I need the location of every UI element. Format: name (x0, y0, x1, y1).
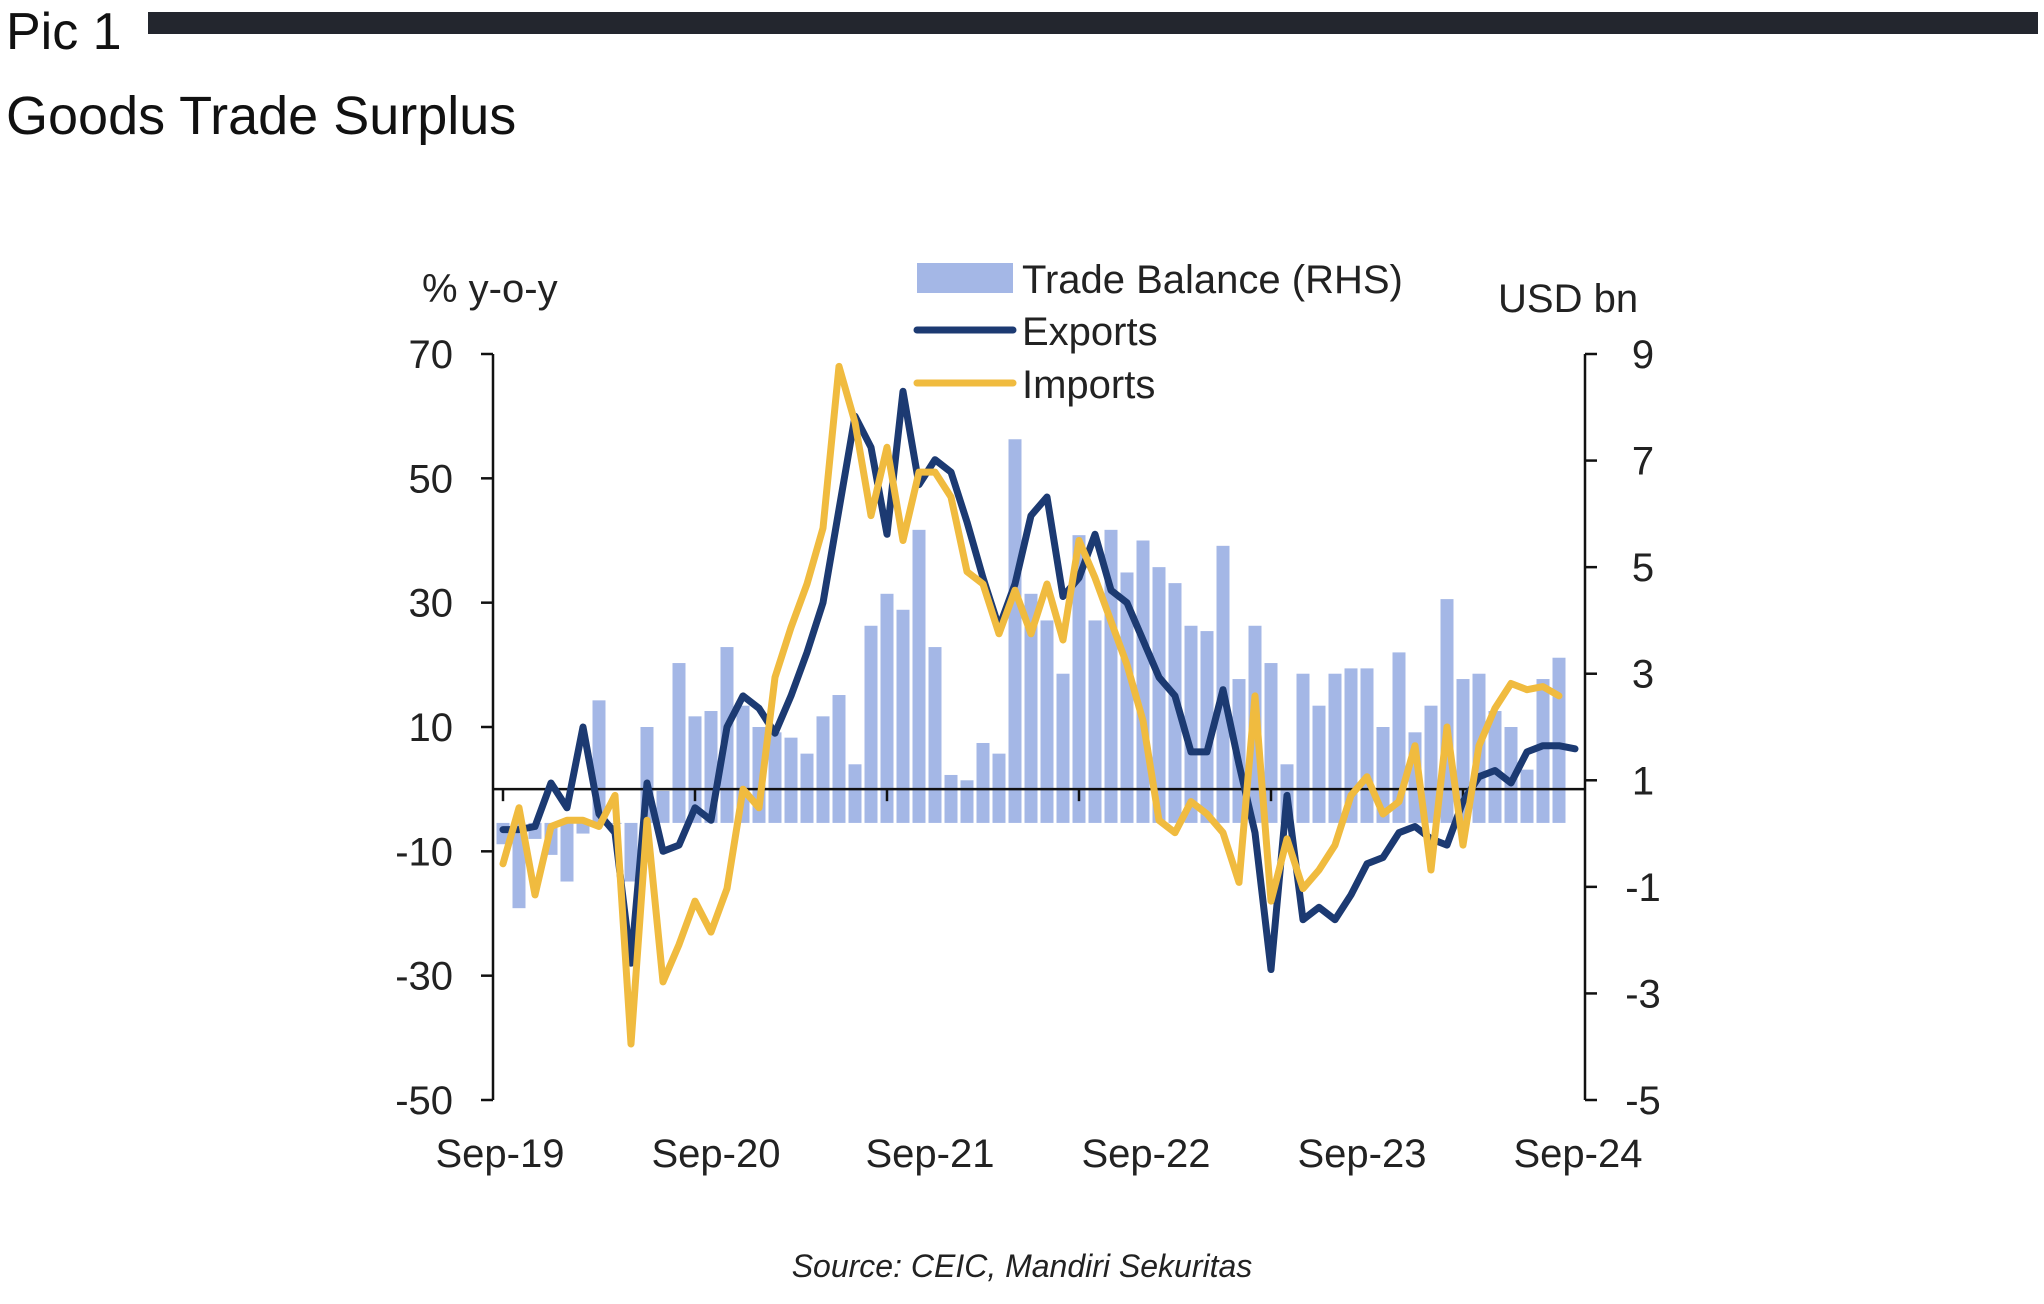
trade-balance-bar (1184, 625, 1198, 823)
trade-balance-bar (944, 774, 958, 823)
chart-title: Goods Trade Surplus (6, 86, 517, 146)
right-tick-label: 1 (1632, 759, 1654, 803)
trade-balance-bar (832, 695, 846, 823)
x-tick-label: Sep-21 (866, 1132, 995, 1176)
legend-label: Exports (1022, 310, 1158, 354)
trade-balance-bar (880, 593, 894, 823)
series-lines (499, 362, 1579, 1048)
trade-balance-bar (1296, 673, 1310, 823)
right-tick-label: -1 (1625, 866, 1661, 910)
trade-balance-bar (1120, 572, 1134, 823)
right-tick-label: -3 (1625, 972, 1661, 1016)
right-tick-label: -5 (1625, 1079, 1661, 1123)
trade-balance-bar (896, 609, 910, 823)
left-tick-label: -10 (395, 830, 453, 874)
chart-text: 70 50 30 10 -10 -30 -50 9 7 5 3 1 -1 -3 -5 Sep-19 Sep-20… (395, 267, 1661, 1176)
trade-balance-bar (1088, 620, 1102, 823)
trade-balance-bar (1456, 679, 1470, 823)
trade-balance-bar (560, 822, 574, 882)
trade-balance-bar (864, 625, 878, 823)
trade-balance-bar (1424, 705, 1438, 823)
imports-line (499, 362, 1563, 1048)
trade-balance-bar (1488, 711, 1502, 823)
trade-balance-bar (1360, 668, 1374, 823)
x-tick-label: Sep-19 (436, 1132, 565, 1176)
left-tick-label: -30 (395, 955, 453, 999)
trade-balance-bar (928, 647, 942, 823)
trade-balance-bar (1536, 679, 1550, 823)
left-tick-label: 50 (409, 457, 454, 501)
trade-balance-bar (976, 742, 990, 823)
right-tick-label: 5 (1632, 546, 1654, 590)
right-tick-label: 7 (1632, 440, 1654, 484)
x-tick-label: Sep-23 (1298, 1132, 1427, 1176)
trade-balance-bar (912, 529, 926, 823)
trade-balance-bar (1344, 668, 1358, 823)
trade-balance-bar (1216, 545, 1230, 823)
right-axis-title: USD bn (1498, 277, 1638, 321)
trade-balance-bar (1504, 727, 1518, 823)
x-tick-label: Sep-20 (652, 1132, 781, 1176)
trade-balance-bar (656, 790, 670, 823)
trade-balance-bar (960, 780, 974, 823)
left-tick-label: 10 (409, 706, 454, 750)
trade-balance-bar (1520, 769, 1534, 823)
trade-balance-bar (576, 822, 590, 834)
trade-balance-bar (1552, 657, 1566, 823)
left-tick-label: 30 (409, 582, 454, 626)
header-rule (148, 12, 2038, 34)
exports-line (499, 387, 1579, 973)
x-tick-label: Sep-24 (1514, 1132, 1643, 1176)
trade-balance-bar (768, 732, 782, 823)
left-tick-label: -50 (395, 1079, 453, 1123)
left-axis-title: % y-o-y (422, 267, 558, 311)
legend-label: Imports (1022, 363, 1155, 407)
trade-balance-bar (624, 822, 638, 882)
pic-label: Pic 1 (6, 3, 122, 61)
trade-balance-bar (848, 764, 862, 823)
trade-balance-bar (784, 737, 798, 823)
x-tick-label: Sep-22 (1082, 1132, 1211, 1176)
trade-balance-bar (1152, 567, 1166, 823)
right-tick-label: 9 (1632, 333, 1654, 377)
trade-balance-bar (688, 716, 702, 823)
trade-balance-bar (1024, 593, 1038, 823)
legend: Trade Balance (RHS) Exports Imports (913, 258, 1403, 407)
trade-balance-bar (1056, 673, 1070, 823)
right-tick-label: 3 (1632, 653, 1654, 697)
trade-balance-bar (1072, 535, 1086, 823)
legend-label: Trade Balance (RHS) (1022, 258, 1403, 302)
left-tick-label: 70 (409, 333, 454, 377)
trade-balance-bar (1200, 631, 1214, 823)
trade-balance-bar (1264, 663, 1278, 823)
trade-balance-bar (1328, 673, 1342, 823)
source-note: Source: CEIC, Mandiri Sekuritas (791, 1248, 1253, 1284)
legend-swatch-bars (917, 263, 1013, 293)
trade-balance-bar (1136, 540, 1150, 823)
trade-balance-bar (672, 663, 686, 823)
trade-balance-bar (1008, 439, 1022, 823)
trade-balance-bar (1040, 620, 1054, 823)
trade-balance-bar (816, 716, 830, 823)
trade-balance-bar (1312, 705, 1326, 823)
